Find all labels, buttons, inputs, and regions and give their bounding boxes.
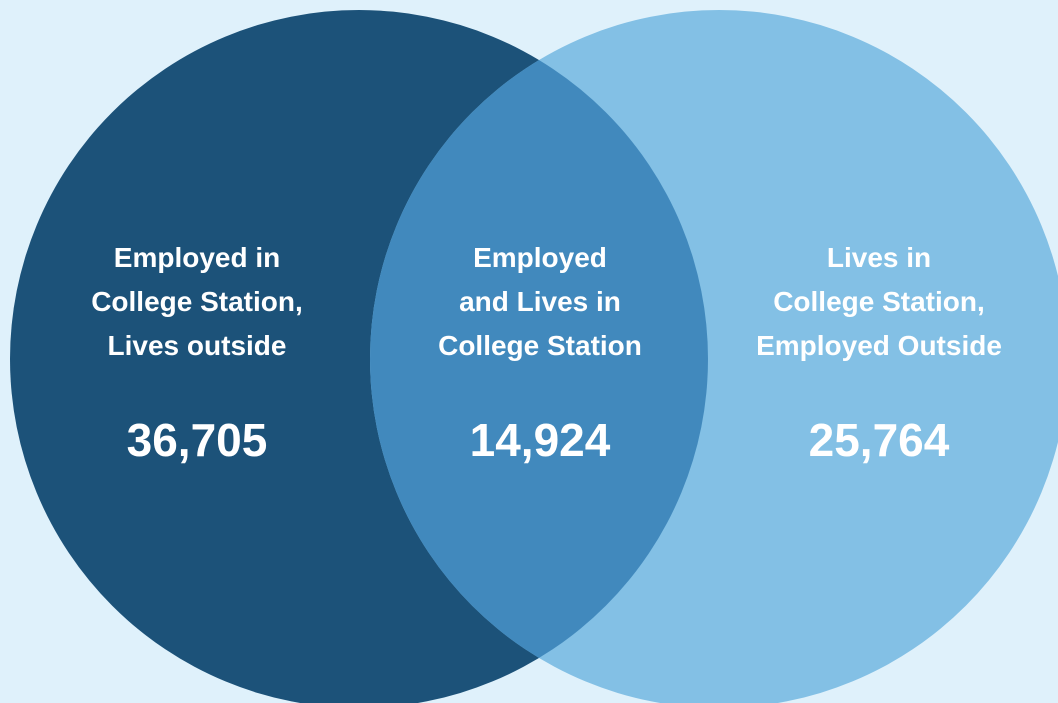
- right-region-value: 25,764: [808, 414, 950, 466]
- left-region-label: Employed in College Station, Lives outsi…: [91, 242, 303, 361]
- overlap-region: [370, 10, 708, 703]
- right-region-label: Lives in College Station, Employed Outsi…: [756, 242, 1002, 361]
- left-region-text: Employed in College Station, Lives outsi…: [47, 236, 347, 466]
- center-region-value: 14,924: [469, 414, 611, 466]
- center-region-label: Employed and Lives in College Station: [438, 242, 642, 361]
- right-region-text: Lives in College Station, Employed Outsi…: [729, 236, 1029, 466]
- center-region-text: Employed and Lives in College Station 14…: [390, 236, 690, 466]
- left-region-value: 36,705: [126, 414, 268, 466]
